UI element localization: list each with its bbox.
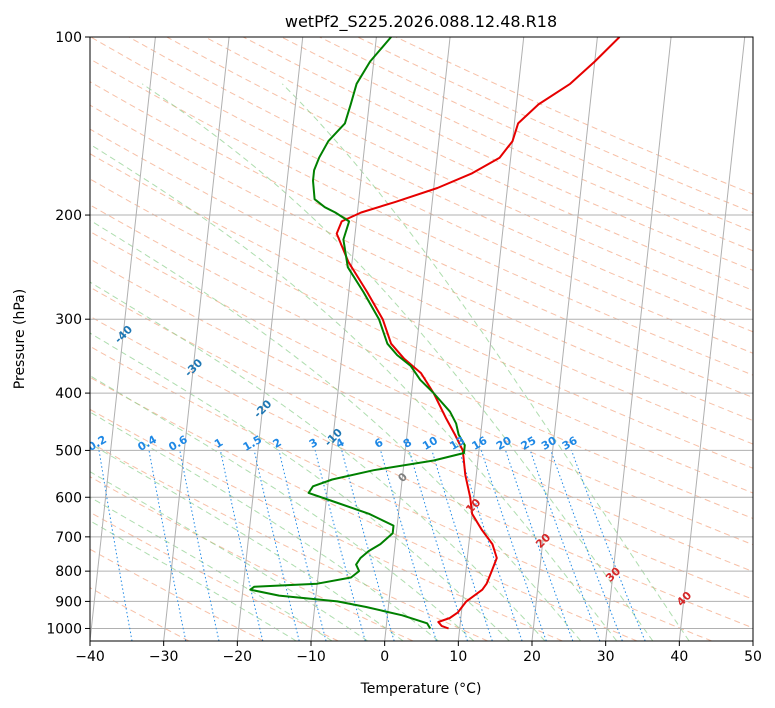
y-tick-label: 300 xyxy=(55,312,82,328)
mixing-ratio-line xyxy=(458,450,523,641)
mixing-ratio-line xyxy=(571,450,646,641)
x-tick-label: 50 xyxy=(744,649,762,665)
temperature-line xyxy=(335,37,621,630)
y-tick-label: 600 xyxy=(55,490,82,506)
y-tick-label: 500 xyxy=(55,443,82,459)
y-tick-label: 1000 xyxy=(46,621,82,637)
dewpoint-line xyxy=(249,37,466,630)
dry-adiabat xyxy=(90,81,753,399)
moist-adiabat xyxy=(90,471,368,641)
isotherm xyxy=(310,37,377,641)
plot-frame xyxy=(89,36,754,642)
dry-adiabat xyxy=(90,204,753,520)
x-tick-label: 30 xyxy=(597,649,615,665)
mixing-ratio-line xyxy=(529,450,601,641)
mixing-ratio-line xyxy=(314,450,366,641)
x-tick-label: 20 xyxy=(523,649,541,665)
background-lines xyxy=(90,37,753,641)
mixing-ratio-line xyxy=(408,450,468,641)
moist-adiabat xyxy=(90,332,510,641)
moist-adiabat xyxy=(90,219,582,641)
moist-adiabat xyxy=(90,411,439,641)
moist-adiabat xyxy=(90,443,404,641)
dry-adiabat xyxy=(90,376,638,641)
moist-adiabat xyxy=(281,83,690,641)
mixing-ratio-line xyxy=(341,450,395,641)
mixing-ratio-line xyxy=(431,450,493,641)
dry-adiabat xyxy=(90,104,753,422)
mixing-ratio-line xyxy=(380,450,437,641)
dry-adiabat xyxy=(204,37,753,291)
x-tick-label: −30 xyxy=(149,649,179,665)
dry-adiabat xyxy=(90,345,712,641)
x-tick-label: −40 xyxy=(75,649,105,665)
isotherm xyxy=(531,37,598,641)
y-tick-label: 700 xyxy=(55,530,82,546)
x-axis-label: Temperature (°C) xyxy=(360,681,482,697)
x-tick-label: 0 xyxy=(380,649,389,665)
x-tick-label: −10 xyxy=(296,649,326,665)
dry-adiabat xyxy=(90,511,339,641)
dry-adiabat xyxy=(90,153,753,469)
profiles xyxy=(249,37,621,630)
isotherm xyxy=(236,37,304,641)
dry-adiabat xyxy=(90,548,264,641)
isotherm xyxy=(90,37,156,641)
dry-adiabat xyxy=(90,408,563,641)
x-tick-label: −20 xyxy=(223,649,253,665)
axis-ticks: −40 −30 −20 −10 0 10 20 30 40 50 1000 900 800 700 600 5… xyxy=(46,30,762,665)
moist-adiabat xyxy=(90,375,475,641)
y-tick-label: 400 xyxy=(55,386,82,402)
isotherm xyxy=(384,37,451,641)
mixing-ratio-line xyxy=(219,450,264,641)
x-tick-label: 10 xyxy=(449,649,467,665)
moist-adiabat xyxy=(90,143,618,641)
mixing-ratio-line xyxy=(505,450,574,641)
mixing-ratio-line xyxy=(278,450,327,641)
line-labels: 0.10.20.40.611.52346810131620253036-100-… xyxy=(90,323,695,609)
x-tick-label: 40 xyxy=(670,649,688,665)
mixing-ratio-line xyxy=(179,450,220,641)
dry-adiabat xyxy=(90,315,753,629)
dry-adiabat xyxy=(90,178,753,494)
y-tick-label: 900 xyxy=(55,594,82,610)
isotherm xyxy=(678,37,746,641)
mixing-ratio-line xyxy=(550,450,623,641)
dry-adiabat xyxy=(128,37,753,333)
mixing-ratio-line xyxy=(480,450,547,641)
chart-title: wetPf2_S225.2026.088.12.48.R18 xyxy=(285,12,557,32)
isotherm xyxy=(605,37,672,641)
isotherm xyxy=(163,37,230,641)
y-tick-label: 200 xyxy=(55,208,82,224)
y-axis-label: Pressure (hPa) xyxy=(12,289,28,389)
mixing-ratio-line xyxy=(253,450,300,641)
dry-adiabat xyxy=(90,441,488,641)
y-tick-label: 100 xyxy=(55,30,82,46)
y-tick-label: 800 xyxy=(55,564,82,580)
dry-adiabat xyxy=(90,37,753,354)
